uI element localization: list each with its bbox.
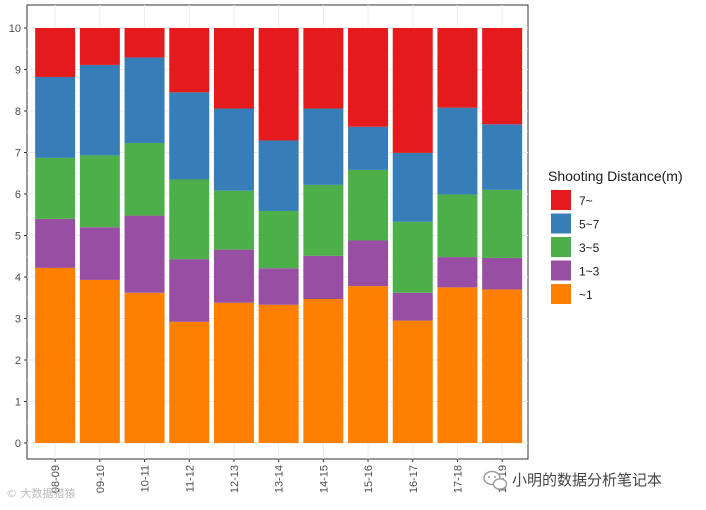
bar-segment: [35, 76, 76, 158]
x-tick-label: 13-14: [274, 465, 286, 493]
x-tick-label: 11-12: [184, 465, 196, 492]
bar-segment: [348, 240, 389, 287]
bar-segment: [124, 57, 165, 143]
bar-segment: [437, 107, 478, 195]
y-tick-label: 5: [15, 231, 21, 243]
bar-segment: [169, 321, 210, 443]
bar-segment: [213, 108, 254, 191]
bar-segment: [258, 140, 299, 212]
legend-label: ~1: [579, 288, 593, 302]
bar-segment: [348, 169, 389, 241]
bar-segment: [482, 257, 523, 290]
bar-segment: [79, 227, 120, 280]
bar-segment: [169, 92, 210, 180]
x-tick-label: 14-15: [318, 465, 330, 493]
bar-segment: [79, 279, 120, 443]
bar-segment: [169, 259, 210, 322]
bar-segment: [482, 28, 523, 125]
x-tick-label: 10-11: [140, 465, 152, 492]
bar-segment: [348, 286, 389, 443]
bar-segment: [35, 28, 76, 77]
bar-segment: [482, 189, 523, 258]
bar-segment: [124, 292, 165, 443]
bar-segment: [35, 267, 76, 443]
bar-segment: [303, 108, 344, 185]
y-tick-label: 2: [15, 355, 21, 367]
x-tick-label: 17-18: [452, 465, 464, 493]
legend-label: 1~3: [579, 265, 600, 279]
y-tick-label: 3: [15, 314, 21, 326]
y-tick-label: 6: [15, 189, 21, 201]
bar-segment: [437, 28, 478, 108]
bar-segment: [124, 28, 165, 58]
bar-segment: [392, 152, 433, 222]
bar-segment: [169, 28, 210, 93]
legend-key: [551, 237, 571, 257]
legend-label: 5~7: [579, 218, 600, 232]
bar-segment: [258, 268, 299, 305]
bar-segment: [303, 255, 344, 299]
x-tick-label: 15-16: [363, 465, 375, 493]
x-tick-label: 12-13: [229, 465, 241, 493]
bar-segment: [437, 257, 478, 288]
bar-segment: [35, 218, 76, 268]
x-tick-label: 16-17: [408, 465, 420, 493]
bar-segment: [437, 287, 478, 443]
bar-segment: [169, 179, 210, 260]
bar-segment: [348, 126, 389, 170]
y-tick-label: 4: [15, 272, 21, 284]
watermark-right-text: 小明的数据分析笔记本: [512, 471, 662, 489]
bar-segment: [348, 28, 389, 127]
legend-label: 7~: [579, 194, 593, 208]
bar-segment: [437, 194, 478, 258]
bar-segment: [35, 157, 76, 219]
bars: [35, 28, 523, 443]
legend-key: [551, 284, 571, 304]
y-tick-label: 9: [15, 65, 21, 77]
bar-segment: [213, 249, 254, 303]
bar-segment: [482, 124, 523, 190]
axes: 0 1 2 3 4 5 6 7 8 9 10 08-09 09-10 10-11 11-12 12-13 13-…: [9, 23, 509, 493]
x-tick-label: 08-09: [50, 465, 62, 493]
legend-label: 3~5: [579, 241, 600, 255]
watermark-left-text: © 大数据猎猿: [6, 486, 76, 500]
legend-key: [551, 213, 571, 234]
bar-segment: [392, 28, 433, 153]
y-tick-label: 7: [15, 148, 21, 160]
legend-key: [551, 260, 571, 281]
legend-title: Shooting Distance(m): [548, 168, 683, 184]
bar-segment: [303, 184, 344, 256]
bar-segment: [392, 292, 433, 321]
legend-key: [551, 190, 571, 210]
bar-segment: [303, 28, 344, 109]
watermark: 小明的数据分析笔记本 © 大数据猎猿: [6, 470, 662, 500]
bar-segment: [124, 215, 165, 293]
y-tick-label: 0: [15, 438, 21, 450]
bar-segment: [303, 298, 344, 443]
bar-segment: [79, 155, 120, 228]
bar-segment: [258, 211, 299, 269]
bar-segment: [392, 221, 433, 293]
wechat-icon: [483, 470, 508, 490]
y-tick-label: 10: [9, 23, 21, 35]
y-tick-label: 8: [15, 106, 21, 118]
bar-segment: [258, 304, 299, 443]
bar-segment: [124, 142, 165, 216]
bar-segment: [258, 28, 299, 141]
y-tick-label: 1: [15, 397, 21, 409]
bar-segment: [213, 302, 254, 443]
bar-segment: [482, 289, 523, 443]
bar-segment: [213, 28, 254, 109]
bar-segment: [79, 28, 120, 65]
legend: Shooting Distance(m) 7~ 5~7 3~5 1~3 ~1: [548, 168, 683, 304]
bar-segment: [213, 190, 254, 250]
bar-segment: [392, 320, 433, 443]
bar-segment: [79, 64, 120, 156]
x-tick-label: 09-10: [95, 465, 107, 493]
